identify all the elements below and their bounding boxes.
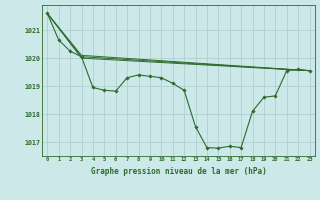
- X-axis label: Graphe pression niveau de la mer (hPa): Graphe pression niveau de la mer (hPa): [91, 167, 266, 176]
